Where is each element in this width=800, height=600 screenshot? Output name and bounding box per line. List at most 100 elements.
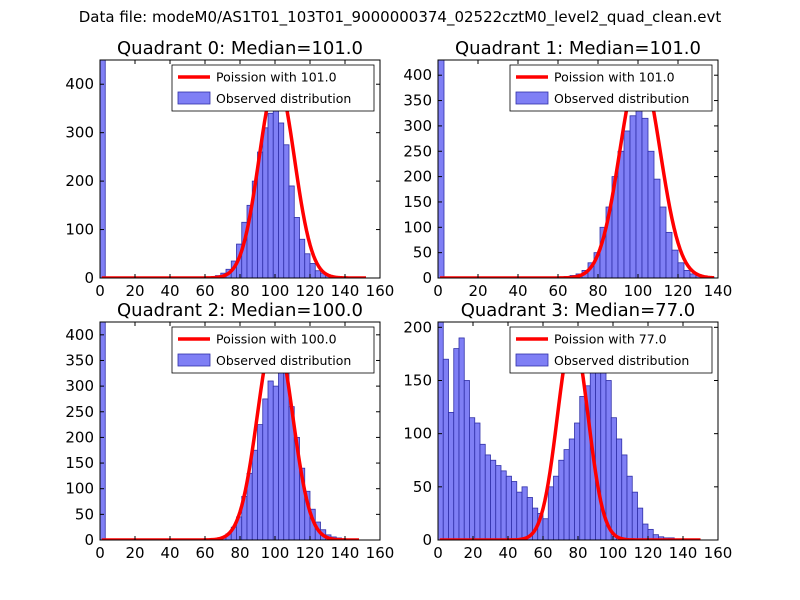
x-tick-label: 80 xyxy=(588,282,607,300)
y-tick-label: 150 xyxy=(403,193,432,211)
legend: Poission with 101.0 Observed distribution xyxy=(171,64,375,112)
histogram-bar xyxy=(574,422,581,540)
histogram-bar xyxy=(484,454,491,540)
poisson-curve xyxy=(440,65,715,278)
histogram-bar xyxy=(631,491,638,540)
x-tick-label: 140 xyxy=(331,282,360,300)
histogram-bar xyxy=(448,411,455,540)
histogram-bar xyxy=(635,100,643,278)
histogram-bars xyxy=(438,322,691,540)
histogram-bar xyxy=(100,60,106,278)
histogram-bar xyxy=(558,459,565,540)
y-tick-label: 400 xyxy=(65,326,94,344)
legend-box xyxy=(171,326,375,374)
legend-label-poisson: Poission with 101.0 xyxy=(554,70,675,85)
y-tick-label: 150 xyxy=(403,371,432,389)
x-tick-label: 140 xyxy=(331,544,360,562)
y-tick-label: 50 xyxy=(413,478,432,496)
histogram-bar xyxy=(299,238,306,278)
chart-title: Quadrant 0: Median=101.0 xyxy=(117,38,363,59)
x-tick-label: 0 xyxy=(95,282,105,300)
x-tick-label: 160 xyxy=(366,544,395,562)
x-tick-label: 140 xyxy=(704,282,733,300)
histogram-bar xyxy=(251,449,258,540)
histogram-bar xyxy=(616,438,623,540)
y-tick-label: 350 xyxy=(65,351,94,369)
x-tick-label: 160 xyxy=(366,282,395,300)
histogram-bars xyxy=(438,60,715,278)
x-tick-label: 60 xyxy=(548,282,567,300)
chart-panel-1: 0 20 40 60 80 100 120 140 0 50 100 150 200 250 300 350 4… xyxy=(403,38,732,300)
histogram-bar xyxy=(272,110,279,278)
histogram-bar xyxy=(469,417,476,540)
chart-panel-0: 0 20 40 60 80 100 120 140 160 0 100 200 300 400 Quadra… xyxy=(65,38,394,300)
histogram-bar xyxy=(304,253,311,278)
legend: Poission with 100.0 Observed distribution xyxy=(171,326,375,374)
x-tick-label: 0 xyxy=(95,544,105,562)
histogram-bar xyxy=(262,398,269,540)
histogram-bar xyxy=(677,262,685,278)
histogram-bar xyxy=(521,486,528,540)
x-tick-label: 20 xyxy=(463,544,482,562)
y-tick-label: 200 xyxy=(65,172,94,190)
histogram-bar xyxy=(505,475,512,540)
y-tick-label: 50 xyxy=(413,244,432,262)
x-tick-label: 100 xyxy=(261,544,290,562)
legend-bar-swatch xyxy=(177,353,211,367)
legend-label-poisson: Poission with 77.0 xyxy=(554,332,667,347)
y-tick-label: 250 xyxy=(403,142,432,160)
axes-frame xyxy=(437,59,719,279)
histogram-bar xyxy=(100,322,106,540)
poisson-curve xyxy=(101,77,366,278)
x-tick-label: 80 xyxy=(230,282,249,300)
histogram-bar xyxy=(309,263,316,278)
legend-label-poisson: Poission with 100.0 xyxy=(216,332,337,347)
chart-panel-2: 0 20 40 60 80 100 120 140 160 0 50 100 150 200 250 300 3… xyxy=(65,300,394,562)
histogram-bar xyxy=(629,115,637,278)
legend-bar-swatch xyxy=(515,91,549,105)
y-tick-label: 300 xyxy=(403,117,432,135)
legend-label-observed: Observed distribution xyxy=(554,353,689,368)
histogram-bar xyxy=(637,507,644,540)
histogram-bar xyxy=(516,491,523,540)
legend-bar-swatch xyxy=(515,353,549,367)
x-tick-label: 140 xyxy=(669,544,698,562)
y-tick-label: 100 xyxy=(65,221,94,239)
x-tick-label: 160 xyxy=(704,544,733,562)
y-tick-label: 200 xyxy=(65,428,94,446)
histogram-bar xyxy=(278,365,285,540)
histogram-bar xyxy=(511,481,518,540)
histogram-bar xyxy=(659,206,667,278)
x-tick-label: 20 xyxy=(468,282,487,300)
y-tick-label: 100 xyxy=(403,218,432,236)
legend-label-poisson: Poission with 101.0 xyxy=(216,70,337,85)
histogram-bar xyxy=(683,269,691,278)
x-tick-label: 20 xyxy=(125,544,144,562)
x-tick-label: 40 xyxy=(160,282,179,300)
y-tick-label: 300 xyxy=(65,377,94,395)
x-tick-label: 120 xyxy=(664,282,693,300)
histogram-bar xyxy=(458,337,465,540)
histogram-bar xyxy=(293,217,300,278)
x-tick-label: 40 xyxy=(498,544,517,562)
histogram-bar xyxy=(653,178,661,278)
histogram-bar xyxy=(553,475,560,540)
histogram-bar xyxy=(262,127,269,278)
x-tick-label: 100 xyxy=(624,282,653,300)
y-tick-label: 0 xyxy=(84,269,94,287)
legend-label-observed: Observed distribution xyxy=(554,91,689,106)
histogram-bar xyxy=(500,470,507,540)
histogram-bar xyxy=(278,122,285,278)
x-tick-label: 40 xyxy=(508,282,527,300)
y-tick-label: 250 xyxy=(65,403,94,421)
histogram-bar xyxy=(617,150,625,278)
legend: Poission with 77.0 Observed distribution xyxy=(509,326,713,374)
histogram-bar xyxy=(671,249,679,278)
histogram-bar xyxy=(267,380,274,540)
histogram-bar xyxy=(621,454,628,540)
histogram-bar xyxy=(623,130,631,278)
legend: Poission with 101.0 Observed distribution xyxy=(509,64,713,112)
histogram-bar xyxy=(453,348,460,540)
y-tick-label: 0 xyxy=(84,531,94,549)
x-tick-label: 80 xyxy=(568,544,587,562)
